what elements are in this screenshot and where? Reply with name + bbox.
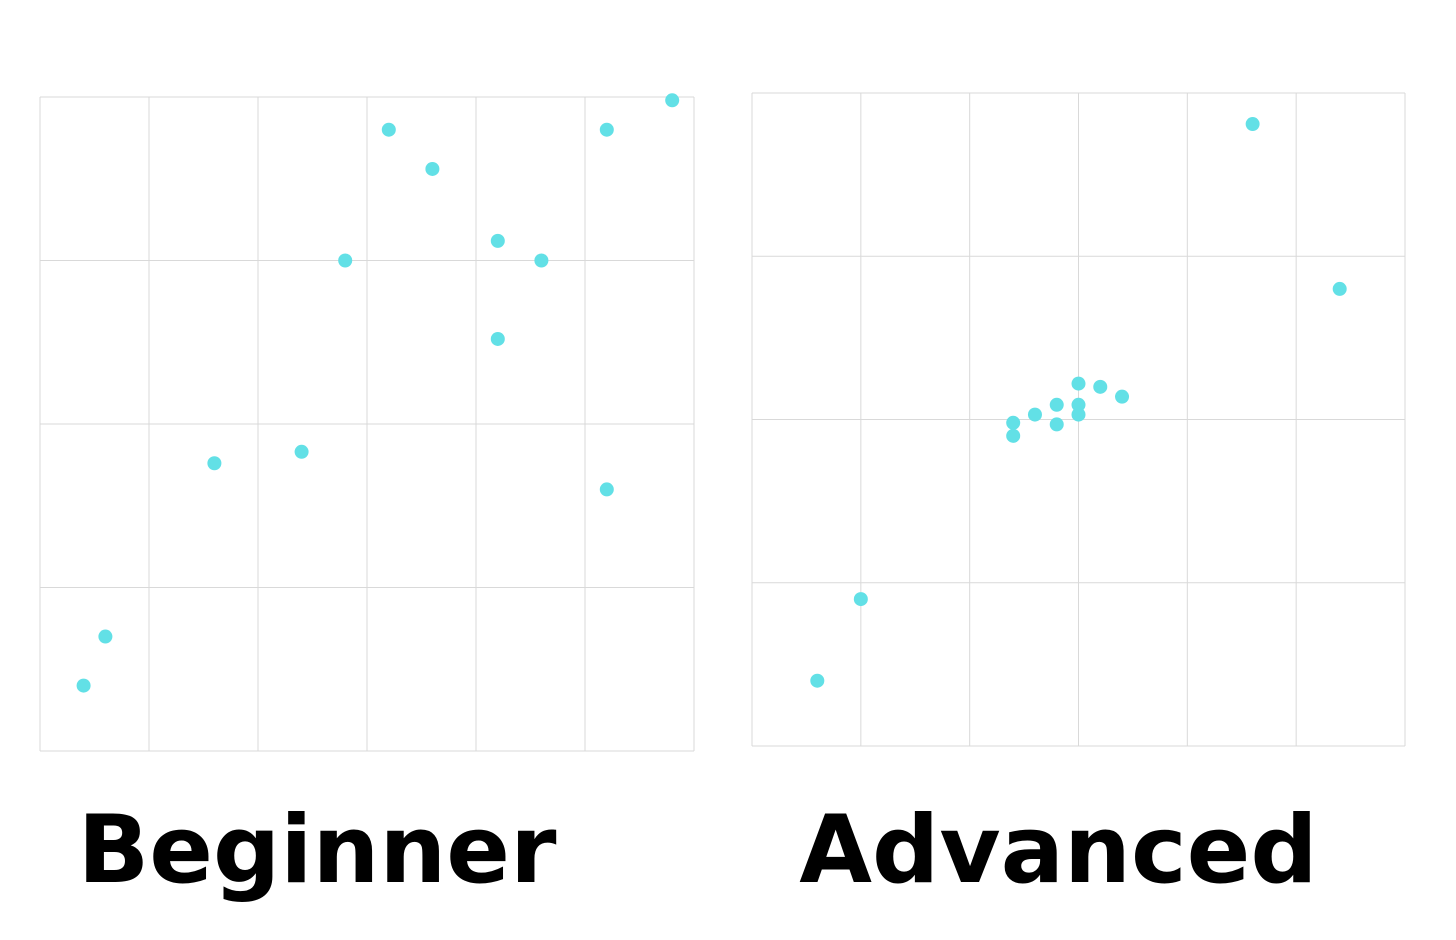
scatter-point bbox=[1093, 379, 1108, 394]
scatter-point bbox=[1006, 428, 1021, 443]
scatter-point bbox=[599, 482, 614, 497]
scatter-point bbox=[425, 161, 440, 176]
scatter-point bbox=[207, 456, 222, 471]
scatter-point bbox=[294, 444, 309, 459]
scatter-point bbox=[853, 592, 868, 607]
scatter-point bbox=[1245, 117, 1260, 132]
chart-title: Beginner bbox=[78, 796, 558, 905]
scatter-point bbox=[665, 93, 680, 108]
scatter-point bbox=[338, 253, 353, 268]
scatter-point bbox=[1071, 407, 1086, 422]
scatter-point bbox=[1049, 417, 1064, 432]
chart-title: Advanced bbox=[799, 796, 1317, 905]
scatter-point bbox=[1115, 389, 1130, 404]
scatter-point bbox=[381, 122, 396, 137]
scatter-point bbox=[599, 122, 614, 137]
scatter-point bbox=[490, 233, 505, 248]
scatter-point bbox=[1071, 376, 1086, 391]
scatter-point bbox=[1027, 407, 1042, 422]
scatter-point bbox=[490, 331, 505, 346]
scatter-point bbox=[810, 673, 825, 688]
scatter-point bbox=[98, 629, 113, 644]
scatter-point bbox=[1071, 397, 1086, 412]
scatter-point bbox=[534, 253, 549, 268]
scatter-point bbox=[1332, 281, 1347, 296]
scatter-point bbox=[1006, 415, 1021, 430]
scatter-point bbox=[1049, 397, 1064, 412]
scatter-point bbox=[76, 678, 91, 693]
